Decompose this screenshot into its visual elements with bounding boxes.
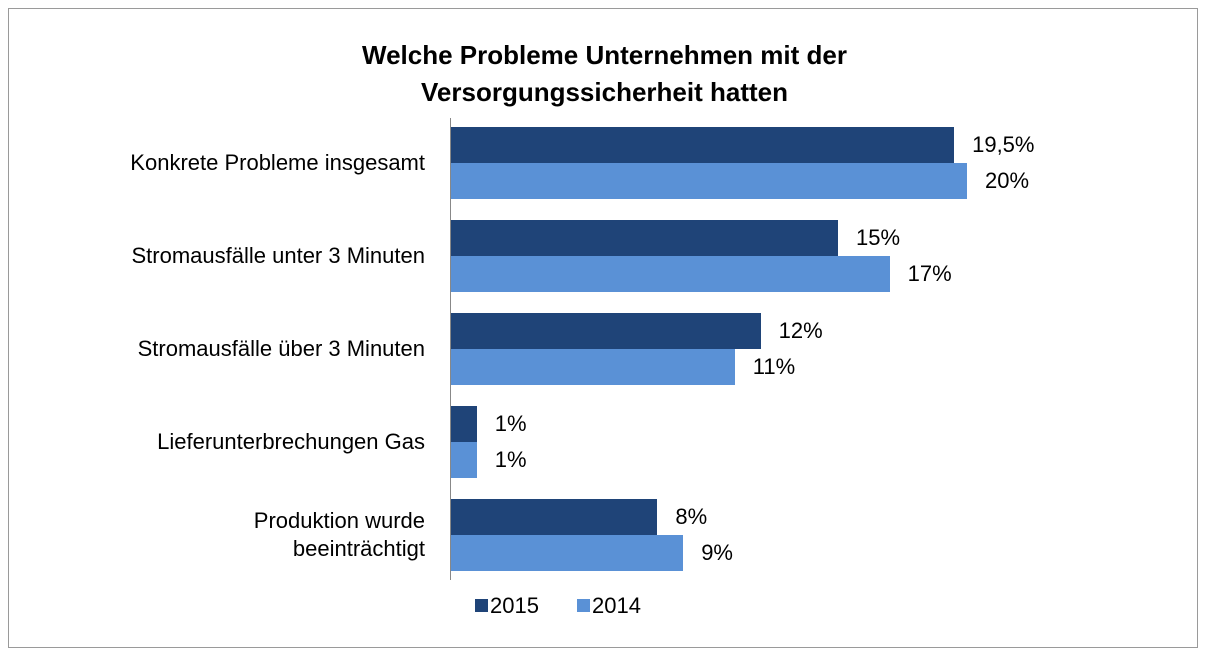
value-label: 1% (494, 411, 527, 436)
value-label: 19,5% (972, 132, 1035, 157)
bar (451, 499, 658, 535)
bar (451, 163, 967, 199)
bar (451, 406, 477, 442)
category-axis (450, 118, 451, 580)
value-label: 11% (752, 354, 796, 379)
category-label: Lieferunterbrechungen Gas (157, 429, 425, 454)
value-label: 20% (985, 168, 1030, 193)
bar (451, 256, 890, 292)
bar (451, 535, 684, 571)
category-label: Konkrete Probleme insgesamt (130, 150, 425, 175)
bar (451, 220, 838, 256)
category-label: Stromausfälle über 3 Minuten (137, 336, 425, 361)
value-label: 1% (494, 447, 527, 472)
value-label: 12% (778, 318, 823, 343)
value-label: 17% (907, 261, 952, 286)
category-label: Produktion wurde beeinträchtigt (253, 508, 425, 561)
bar (451, 349, 735, 385)
chart-title: Welche Probleme Unternehmen mit der Vers… (362, 40, 847, 107)
legend-label: 2014 (592, 593, 641, 618)
value-label: 8% (675, 504, 708, 529)
legend-label: 2015 (490, 593, 539, 618)
bar (451, 127, 955, 163)
value-label: 15% (856, 225, 901, 250)
bar (451, 442, 477, 478)
legend-swatch (475, 599, 488, 612)
value-label: 9% (701, 540, 733, 565)
legend-swatch (577, 599, 590, 612)
category-label: Stromausfälle unter 3 Minuten (131, 243, 426, 268)
bar (451, 313, 761, 349)
